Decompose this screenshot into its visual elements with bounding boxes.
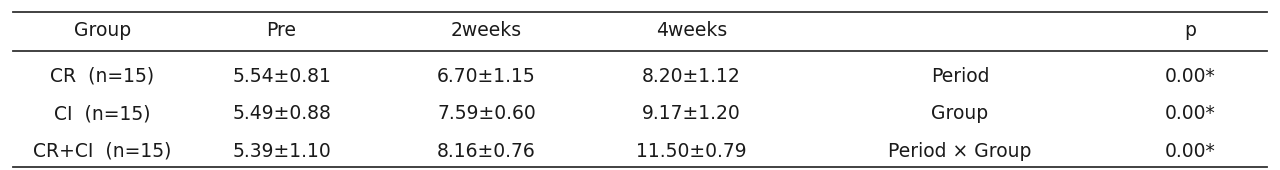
Text: 7.59±0.60: 7.59±0.60 (436, 104, 536, 123)
Text: 9.17±1.20: 9.17±1.20 (641, 104, 741, 123)
Text: 0.00*: 0.00* (1165, 67, 1216, 86)
Text: 8.20±1.12: 8.20±1.12 (641, 67, 741, 86)
Text: CR  (n=15): CR (n=15) (50, 67, 155, 86)
Text: 2weeks: 2weeks (451, 21, 522, 40)
Text: 0.00*: 0.00* (1165, 142, 1216, 161)
Text: 4weeks: 4weeks (655, 21, 727, 40)
Text: Pre: Pre (266, 21, 297, 40)
Text: 8.16±0.76: 8.16±0.76 (436, 142, 536, 161)
Text: Period × Group: Period × Group (888, 142, 1032, 161)
Text: CR+CI  (n=15): CR+CI (n=15) (33, 142, 172, 161)
Text: 11.50±0.79: 11.50±0.79 (636, 142, 746, 161)
Text: p: p (1184, 21, 1197, 40)
Text: 5.39±1.10: 5.39±1.10 (232, 142, 332, 161)
Text: Group: Group (74, 21, 131, 40)
Text: 5.54±0.81: 5.54±0.81 (232, 67, 332, 86)
Text: Period: Period (931, 67, 989, 86)
Text: Group: Group (932, 104, 988, 123)
Text: 6.70±1.15: 6.70±1.15 (436, 67, 536, 86)
Text: 5.49±0.88: 5.49±0.88 (232, 104, 332, 123)
Text: 0.00*: 0.00* (1165, 104, 1216, 123)
Text: CI  (n=15): CI (n=15) (54, 104, 151, 123)
